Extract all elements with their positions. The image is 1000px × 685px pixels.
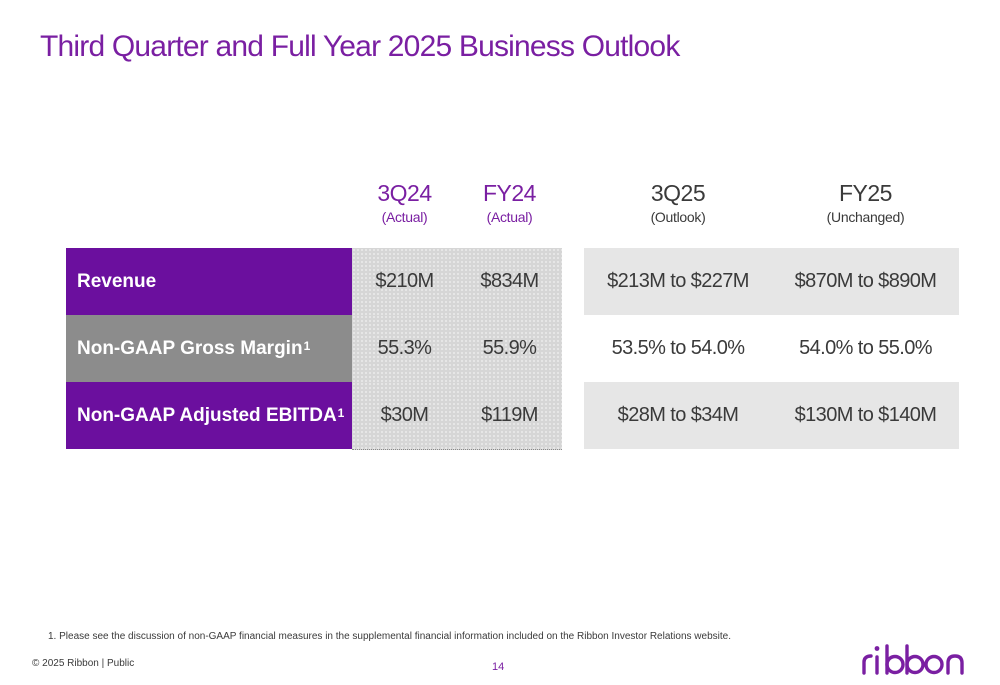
table-cell: $213M to $227M [607, 270, 749, 292]
footnote-marker: 1 [303, 338, 311, 353]
actual-cell-bg [352, 248, 562, 315]
row-label-text: Revenue [77, 270, 157, 292]
footnote: 1. Please see the discussion of non-GAAP… [48, 631, 731, 642]
actual-cell-bg [352, 315, 562, 382]
table-cell: $210M [375, 270, 434, 292]
column-header-main: 3Q24 [377, 180, 432, 206]
table-cell: 55.3% [377, 337, 432, 359]
column-header-main: FY24 [483, 180, 536, 206]
row-label-text: Non-GAAP Gross Margin [77, 337, 303, 359]
row-label-gross-margin: Non-GAAP Gross Margin 1 [66, 315, 352, 382]
table-cell: $119M [481, 404, 538, 426]
copyright: © 2025 Ribbon | Public [32, 658, 135, 669]
column-header-main: FY25 [839, 180, 892, 206]
table-cell: $30M [380, 404, 429, 426]
table-cell: 54.0% to 55.0% [799, 337, 932, 359]
column-header-sub: (Unchanged) [826, 209, 905, 225]
table-cell: 53.5% to 54.0% [611, 337, 745, 359]
column-header-sub: (Actual) [381, 209, 428, 225]
table-cell: $130M to $140M [794, 404, 937, 426]
table-cell: 55.9% [482, 337, 537, 359]
column-header-main: 3Q25 [650, 180, 706, 206]
table-cell: $28M to $34M [617, 404, 739, 426]
row-label-ebitda: Non-GAAP Adjusted EBITDA 1 [66, 382, 352, 449]
column-header-3q24: 3Q24 (Actual) [352, 180, 457, 225]
column-header-sub: (Actual) [486, 209, 533, 225]
outlook-row-bg [584, 248, 959, 315]
column-header-fy25: FY25 (Unchanged) [772, 180, 959, 225]
outlook-row-bg [584, 382, 959, 449]
ribbon-logo [862, 644, 964, 675]
column-header-fy24: FY24 (Actual) [457, 180, 562, 225]
table-cell: $870M to $890M [794, 270, 937, 292]
page-number: 14 [492, 661, 505, 673]
row-label-text: Non-GAAP Adjusted EBITDA [77, 404, 337, 426]
column-header-3q25: 3Q25 (Outlook) [584, 180, 772, 225]
column-header-sub: (Outlook) [650, 209, 706, 225]
row-label-revenue: Revenue [66, 248, 352, 315]
footnote-marker: 1 [337, 405, 345, 420]
table-cell: $834M [480, 270, 539, 292]
actual-cell-bg [352, 382, 562, 450]
page-title: Third Quarter and Full Year 2025 Busines… [40, 30, 680, 63]
